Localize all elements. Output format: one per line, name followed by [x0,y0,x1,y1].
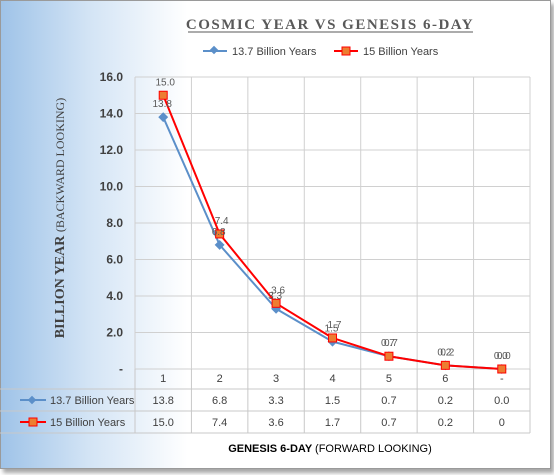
table-cell-series-2: 7.4 [212,417,227,429]
y-tick-label: 4.0 [106,289,123,303]
table-row-label-series-2: 15 Billion Years [50,417,126,429]
table-cell-series-2: 15.0 [153,417,174,429]
y-tick-label: - [119,362,123,376]
x-tick-label: 3 [273,373,279,385]
series-1-data-label: 13.8 [152,99,172,110]
chart-title: COSMIC YEAR VS GENESIS 6-DAY [186,17,474,33]
x-tick-label: 1 [160,373,166,385]
series-2-data-label: 3.6 [271,285,285,296]
y-tick-label: 16.0 [100,70,124,84]
table-cell-series-1: 6.8 [212,395,227,407]
series-2-point [498,365,506,373]
series-2-point [441,361,449,369]
x-tick-label: 4 [329,373,335,385]
y-tick-label: 12.0 [100,143,124,157]
y-tick-label: 14.0 [100,107,124,121]
table-cell-series-2: 0.2 [438,417,453,429]
series-2-point [385,352,393,360]
y-tick-label: 10.0 [100,180,124,194]
table-cell-series-2: 1.7 [325,417,340,429]
series-2-point [329,334,337,342]
table-key-marker-series-1 [28,396,36,404]
table-cell-series-2: 0 [499,417,505,429]
table-cell-series-1: 13.8 [153,395,174,407]
x-tick-label: - [500,373,504,385]
table-row-label-series-1: 13.7 Billion Years [50,395,135,407]
series-2-data-label: 0.0 [497,351,511,362]
series-2-data-label: 15.0 [155,77,175,88]
series-2-data-label: 0.7 [384,338,398,349]
y-tick-label: 8.0 [106,216,123,230]
table-cell-series-1: 3.3 [268,395,283,407]
table-cell-series-1: 1.5 [325,395,340,407]
legend-marker-series-2 [342,47,350,55]
series-2-data-label: 7.4 [215,216,229,227]
series-2-data-label: 0.2 [440,347,454,358]
x-axis-title: GENESIS 6-DAY (FORWARD LOOKING) [228,443,432,455]
legend-label-series-2: 15 Billion Years [363,46,439,58]
table-cell-series-1: 0.0 [494,395,509,407]
table-cell-series-1: 0.2 [438,395,453,407]
y-axis-title: BILLION YEAR (BACKWARD LOOKING) [53,98,68,338]
legend-label-series-1: 13.7 Billion Years [232,46,317,58]
series-1-data-label: 6.8 [212,227,226,238]
y-tick-label: 2.0 [106,326,123,340]
x-tick-label: 5 [386,373,392,385]
table-cell-series-2: 0.7 [381,417,396,429]
y-tick-label: 6.0 [106,253,123,267]
x-tick-label: 6 [442,373,448,385]
series-2-point [159,91,167,99]
table-key-marker-series-2 [29,418,37,426]
legend-marker-series-1 [210,46,218,54]
table-cell-series-1: 0.7 [381,395,396,407]
x-tick-label: 2 [217,373,223,385]
series-2-data-label: 1.7 [328,320,342,331]
table-cell-series-2: 3.6 [268,417,283,429]
